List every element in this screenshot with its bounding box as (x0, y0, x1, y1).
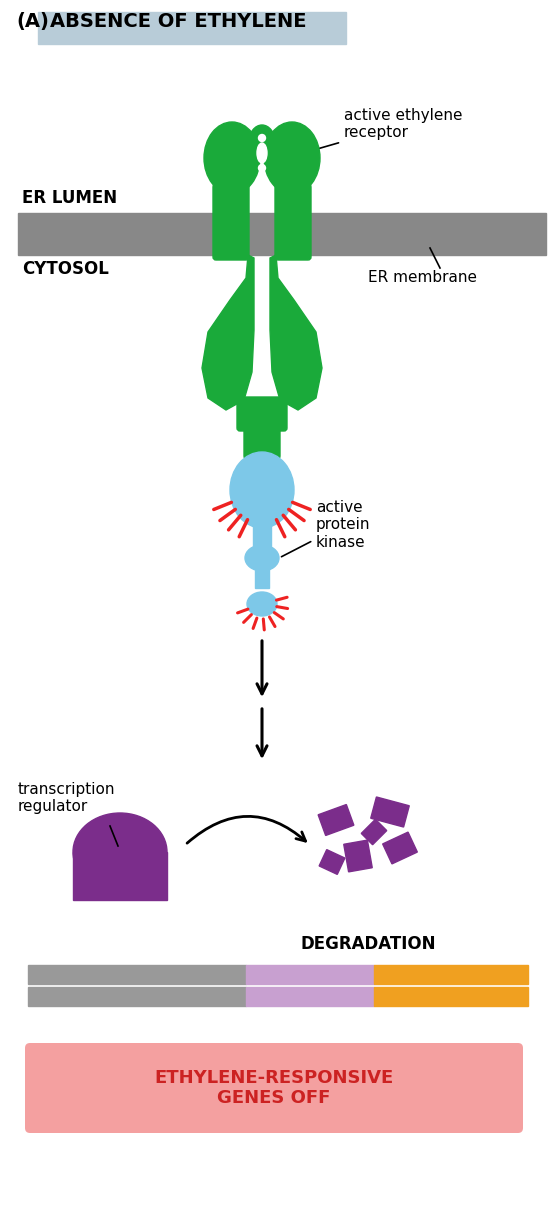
Ellipse shape (257, 143, 267, 163)
Polygon shape (361, 820, 387, 845)
Ellipse shape (230, 452, 294, 527)
Bar (253, 512, 271, 548)
Polygon shape (202, 255, 254, 410)
Ellipse shape (249, 125, 275, 160)
FancyBboxPatch shape (275, 184, 311, 259)
FancyBboxPatch shape (25, 1043, 523, 1133)
Ellipse shape (245, 544, 279, 571)
Text: ETHYLENE-RESPONSIVE
GENES OFF: ETHYLENE-RESPONSIVE GENES OFF (155, 1068, 393, 1107)
Polygon shape (383, 832, 418, 864)
Text: transcription
regulator: transcription regulator (18, 782, 116, 815)
Text: ER LUMEN: ER LUMEN (22, 189, 117, 207)
Text: ABSENCE OF ETHYLENE: ABSENCE OF ETHYLENE (50, 12, 306, 30)
Text: active
protein
kinase: active protein kinase (282, 501, 370, 557)
Bar (28, 965, 246, 984)
Ellipse shape (259, 164, 265, 172)
Bar (28, 987, 246, 1006)
Ellipse shape (259, 134, 265, 141)
Text: ER membrane: ER membrane (368, 270, 477, 285)
Ellipse shape (264, 122, 320, 194)
Polygon shape (270, 255, 322, 410)
FancyBboxPatch shape (213, 184, 249, 259)
Bar (73, 853, 167, 900)
Bar (246, 965, 374, 984)
Bar (374, 987, 528, 1006)
Polygon shape (371, 797, 409, 827)
FancyBboxPatch shape (244, 425, 280, 459)
Polygon shape (319, 850, 345, 875)
Text: CYTOSOL: CYTOSOL (22, 259, 109, 278)
Polygon shape (344, 840, 372, 872)
Ellipse shape (247, 592, 277, 616)
Bar (374, 965, 528, 984)
Text: (A): (A) (16, 12, 49, 30)
Ellipse shape (204, 122, 260, 194)
Text: active ethylene
receptor: active ethylene receptor (275, 108, 463, 161)
Bar (18, 213, 546, 255)
Polygon shape (318, 805, 354, 836)
Text: DEGRADATION: DEGRADATION (300, 935, 436, 952)
Bar (255, 560, 269, 588)
FancyBboxPatch shape (237, 397, 287, 431)
Ellipse shape (73, 812, 167, 892)
Bar (38, 12, 346, 44)
Bar (246, 987, 374, 1006)
